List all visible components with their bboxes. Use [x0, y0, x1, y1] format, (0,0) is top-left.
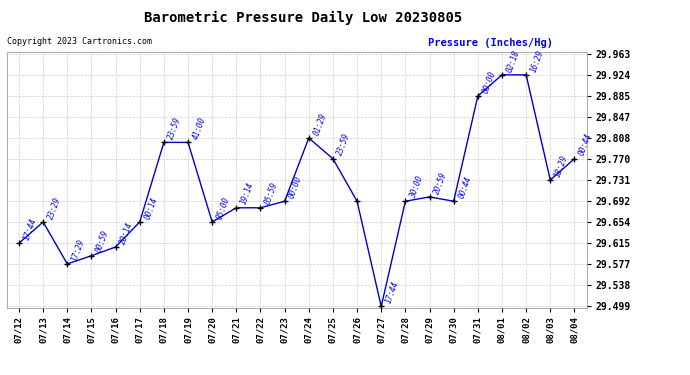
- Text: 17:44: 17:44: [22, 217, 38, 242]
- Text: 00:44: 00:44: [578, 132, 593, 157]
- Text: 30:00: 30:00: [408, 175, 424, 200]
- Text: 00:44: 00:44: [457, 175, 473, 200]
- Text: 02:18: 02:18: [505, 48, 521, 73]
- Text: 23:29: 23:29: [46, 195, 62, 220]
- Text: 23:59: 23:59: [167, 116, 183, 141]
- Text: 00:00: 00:00: [288, 175, 304, 200]
- Text: Pressure (Inches/Hg): Pressure (Inches/Hg): [428, 38, 553, 48]
- Text: 20:59: 20:59: [433, 171, 448, 195]
- Text: 19:14: 19:14: [239, 182, 255, 206]
- Text: 05:00: 05:00: [215, 195, 231, 220]
- Text: 41:00: 41:00: [191, 116, 207, 141]
- Text: 00:59: 00:59: [95, 229, 110, 254]
- Text: 00:14: 00:14: [143, 195, 159, 220]
- Text: 18:29: 18:29: [553, 153, 569, 178]
- Text: 05:59: 05:59: [264, 182, 279, 206]
- Text: Copyright 2023 Cartronics.com: Copyright 2023 Cartronics.com: [7, 38, 152, 46]
- Text: 00:00: 00:00: [481, 70, 497, 94]
- Text: 17:44: 17:44: [384, 280, 400, 305]
- Text: 17:29: 17:29: [70, 237, 86, 262]
- Text: Barometric Pressure Daily Low 20230805: Barometric Pressure Daily Low 20230805: [144, 11, 463, 26]
- Text: 01:29: 01:29: [312, 112, 328, 136]
- Text: 16:29: 16:29: [529, 48, 545, 73]
- Text: 23:59: 23:59: [336, 132, 352, 157]
- Text: 20:14: 20:14: [119, 220, 135, 245]
